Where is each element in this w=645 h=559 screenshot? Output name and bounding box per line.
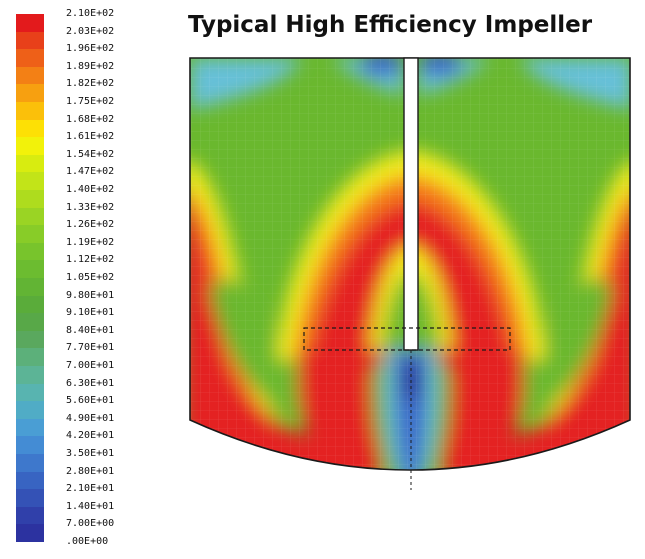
- legend-swatch: [16, 260, 44, 278]
- legend-label: 6.30E+01: [66, 377, 115, 389]
- legend-label: 2.10E+01: [66, 483, 115, 495]
- legend-label: 2.10E+02: [66, 8, 115, 19]
- legend-label: 1.40E+02: [66, 184, 115, 195]
- legend-swatch: [16, 524, 44, 542]
- legend-swatch: [16, 436, 44, 454]
- legend-label: 1.61E+02: [66, 131, 115, 143]
- tank-wall-outline: [189, 57, 631, 471]
- impeller-blade-region-dashed: [303, 327, 511, 351]
- legend-label: 1.89E+02: [66, 60, 115, 72]
- legend-label: 1.33E+02: [66, 201, 115, 213]
- legend-swatch: [16, 383, 44, 402]
- legend-swatch: [16, 348, 44, 366]
- legend-label: 1.47E+02: [66, 166, 115, 178]
- legend-swatch: [16, 366, 44, 384]
- legend-label: 5.60E+01: [66, 395, 115, 407]
- legend-swatch: [16, 401, 44, 419]
- legend-label: 1.54E+02: [66, 148, 115, 160]
- legend-swatch: [16, 66, 44, 85]
- legend-swatch: [16, 278, 44, 296]
- legend-label: 1.68E+02: [66, 113, 115, 125]
- legend-swatch: [16, 313, 44, 331]
- legend-label: 1.40E+01: [66, 500, 115, 512]
- legend-swatch: [16, 471, 44, 490]
- impeller-shaft: [403, 57, 419, 351]
- legend-swatch: [16, 242, 44, 261]
- legend-label: 7.00E+00: [66, 518, 115, 530]
- legend-swatch: [16, 49, 44, 67]
- legend-swatch: [16, 119, 44, 138]
- legend-swatch: [16, 330, 44, 349]
- legend-swatch: [16, 102, 44, 120]
- legend-label: 1.96E+02: [66, 43, 115, 55]
- legend-swatch: [16, 190, 44, 208]
- legend-swatch: [16, 418, 44, 437]
- legend-swatch: [16, 14, 44, 32]
- legend-label: 4.20E+01: [66, 430, 115, 442]
- legend-label: 1.05E+02: [66, 272, 115, 283]
- legend-label: 2.03E+02: [66, 25, 115, 37]
- legend-swatch: [16, 454, 44, 472]
- legend-label: 7.00E+01: [66, 360, 115, 371]
- legend-label: .00E+00: [66, 536, 109, 547]
- legend-label: 3.50E+01: [66, 448, 115, 459]
- legend-label: 1.12E+02: [66, 254, 115, 266]
- legend-label: 9.80E+01: [66, 289, 115, 301]
- legend-label: 1.19E+02: [66, 236, 115, 248]
- legend-label: 9.10E+01: [66, 307, 115, 319]
- legend-swatch: [16, 225, 44, 243]
- legend-swatch: [16, 295, 44, 314]
- legend-swatch: [16, 207, 44, 226]
- legend-swatch: [16, 84, 44, 102]
- legend-label: 2.80E+01: [66, 465, 115, 477]
- legend-label: 1.26E+02: [66, 219, 115, 231]
- legend-swatch: [16, 172, 44, 190]
- legend-label: 1.75E+02: [66, 96, 115, 107]
- legend-label: 4.90E+01: [66, 412, 115, 424]
- legend-swatch: [16, 506, 44, 525]
- legend-swatch: [16, 137, 44, 155]
- color-legend: 2.10E+02 2.03E+02 1.96E+02 1.89E+02 1.82E+02…: [8, 8, 128, 554]
- legend-swatch: [16, 31, 44, 50]
- legend-label: 1.82E+02: [66, 78, 115, 90]
- legend-swatch: [16, 154, 44, 173]
- tank-contour-plot: [189, 57, 631, 490]
- legend-label: 8.40E+01: [66, 324, 115, 336]
- diagram-title: Typical High Efficiency Impeller: [188, 12, 593, 38]
- legend-swatch: [16, 489, 44, 507]
- legend-label: 7.70E+01: [66, 342, 115, 354]
